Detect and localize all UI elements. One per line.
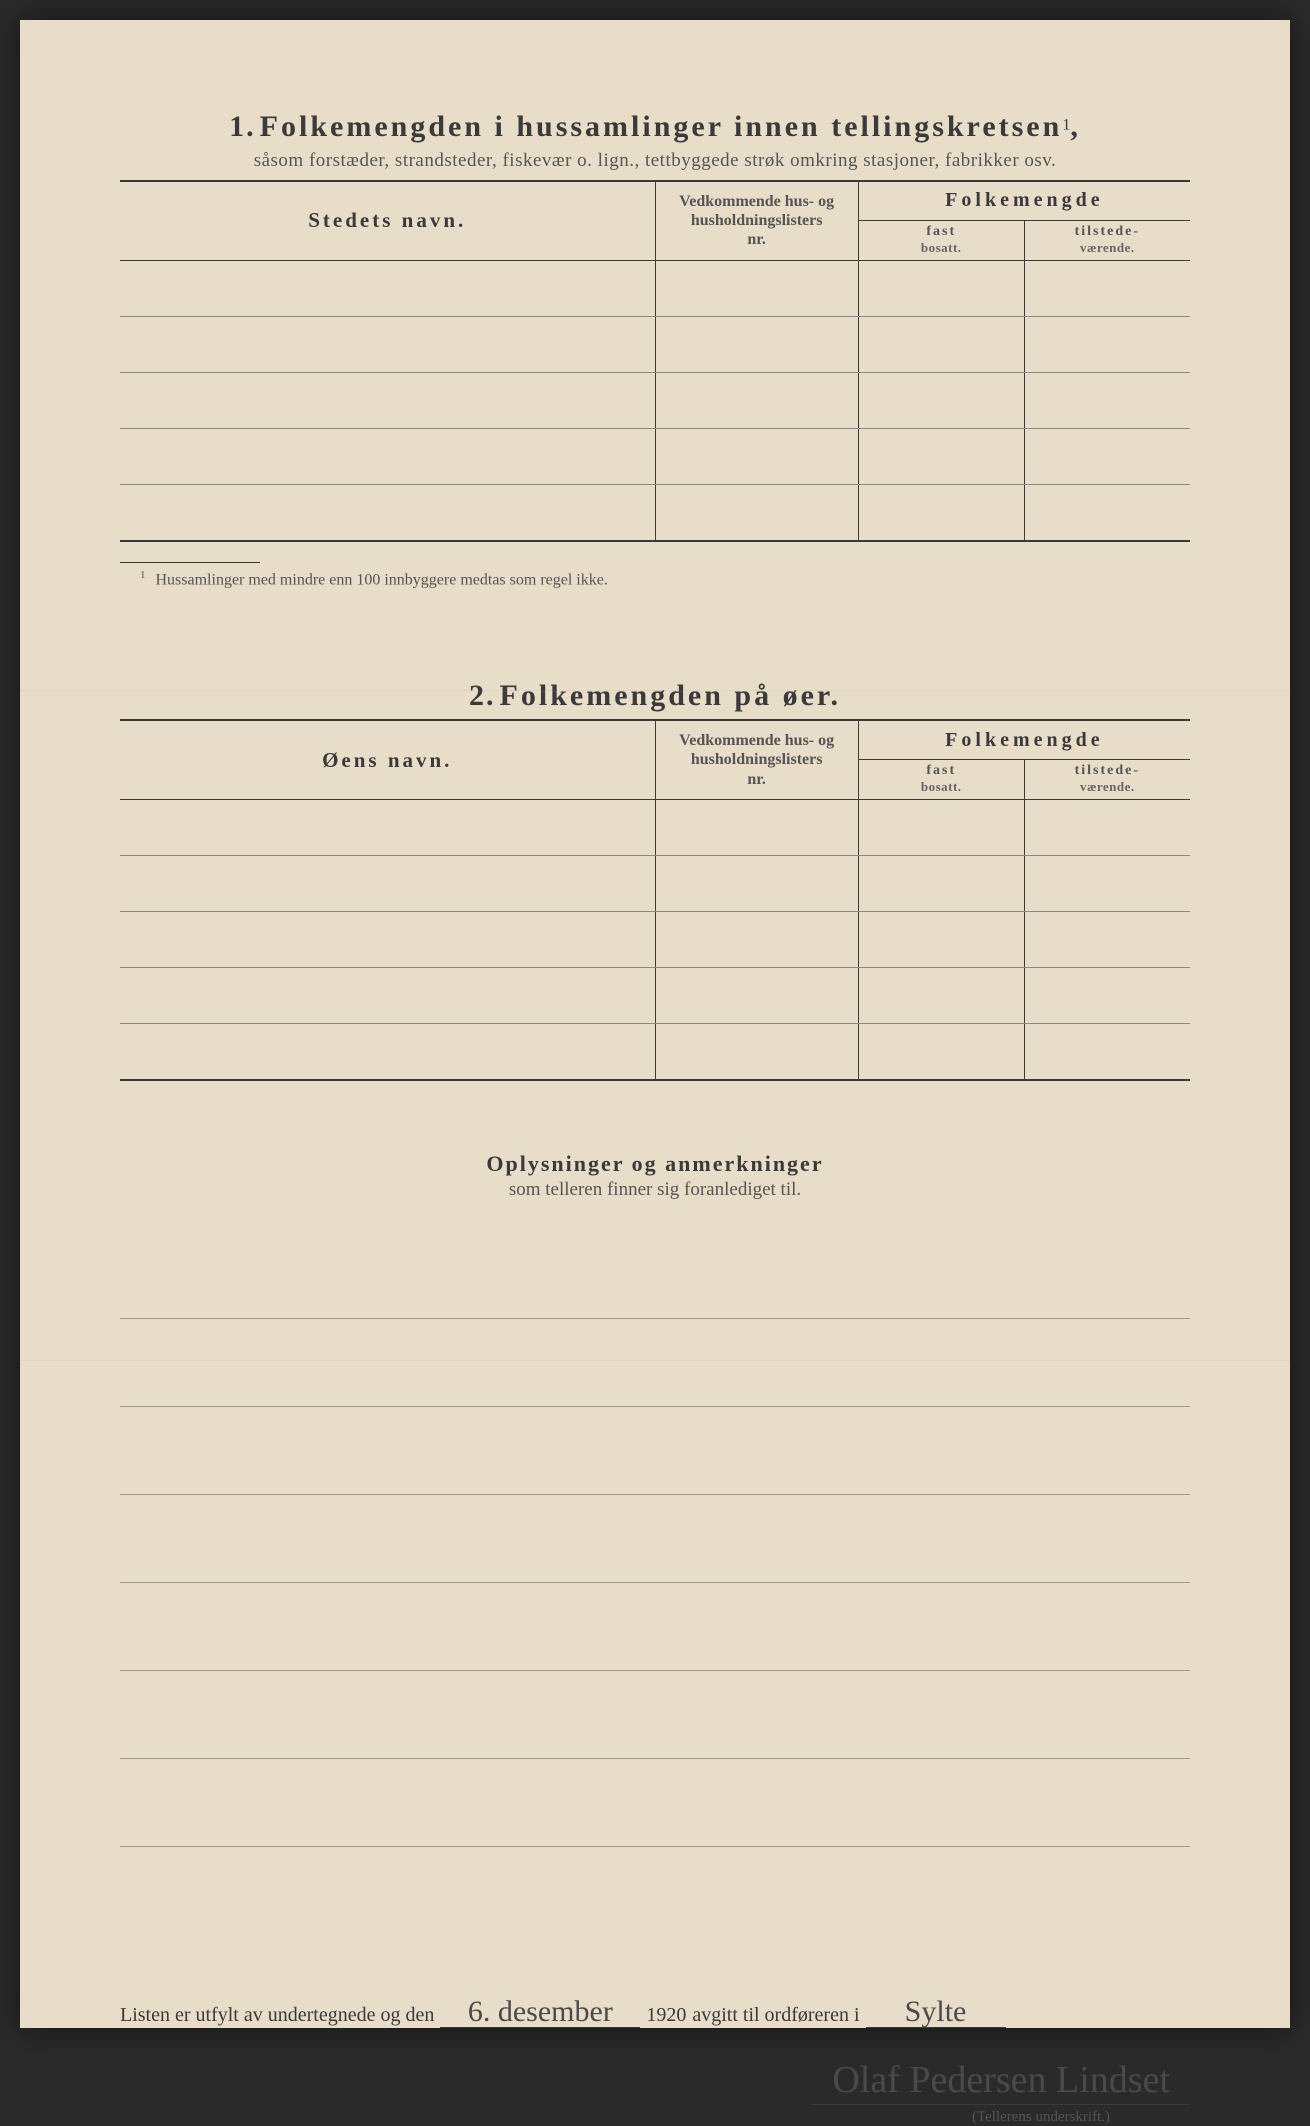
col-fast: fast bosatt. [858,220,1024,260]
section3-subtitle: som telleren finner sig foranlediget til… [120,1179,1190,1201]
signature-handwritten: Olaf Pedersen Lindset [812,2058,1190,2105]
section2-title: Folkemengden på øer. [500,679,841,712]
col-folkemengde: Folkemengde [858,182,1190,220]
section2-heading: 2. Folkemengden på øer. [120,679,1190,713]
col2-fast: fast bosatt. [858,759,1024,799]
section2-table: Øens navn. Vedkommende hus- og husholdni… [120,721,1190,1079]
date-handwritten: 6. desember [440,1997,640,2028]
section2-rows [120,799,1190,1079]
col2-vedkommende: Vedkommende hus- og husholdningslisters … [655,721,858,799]
col-stedets-navn: Stedets navn. [120,182,655,260]
section1-number: 1. [229,110,256,143]
section1-rows [120,260,1190,540]
section3-title: Oplysninger og anmerkninger [120,1151,1190,1177]
signature-block: Listen er utfylt av undertegnede og den … [120,1997,1190,2126]
col-vedkommende: Vedkommende hus- og husholdningslisters … [655,182,858,260]
section3: Oplysninger og anmerkninger som telleren… [120,1151,1190,1847]
section1-title-punct: , [1070,110,1081,143]
col2-folkemengde: Folkemengde [858,721,1190,759]
col-tilstede: tilstede- værende. [1024,220,1190,260]
census-form-page: 1. Folkemengden i hussamlinger innen tel… [20,20,1290,2028]
footnote-rule [120,562,260,563]
section1-footnote: 1 Hussamlinger med mindre enn 100 innbyg… [120,569,1190,589]
section2: 2. Folkemengden på øer. Øens navn. Vedko… [120,679,1190,1081]
section1-title: Folkemengden i hussamlinger innen tellin… [260,110,1063,143]
remarks-lines [120,1231,1190,1847]
section1-heading: 1. Folkemengden i hussamlinger innen tel… [120,110,1190,144]
signature-line-text: Listen er utfylt av undertegnede og den … [120,1997,1190,2028]
section2-number: 2. [469,679,496,712]
col-oens-navn: Øens navn. [120,721,655,799]
section1-bottom-rule [120,540,1190,542]
section1-table: Stedets navn. Vedkommende hus- og hushol… [120,182,1190,540]
section2-bottom-rule [120,1079,1190,1081]
place-handwritten: Sylte [866,1997,1006,2028]
col2-tilstede: tilstede- værende. [1024,759,1190,799]
section1-subtitle: såsom forstæder, strandsteder, fiskevær … [120,150,1190,172]
signature-caption: (Tellerens underskrift.) [120,2109,1190,2126]
